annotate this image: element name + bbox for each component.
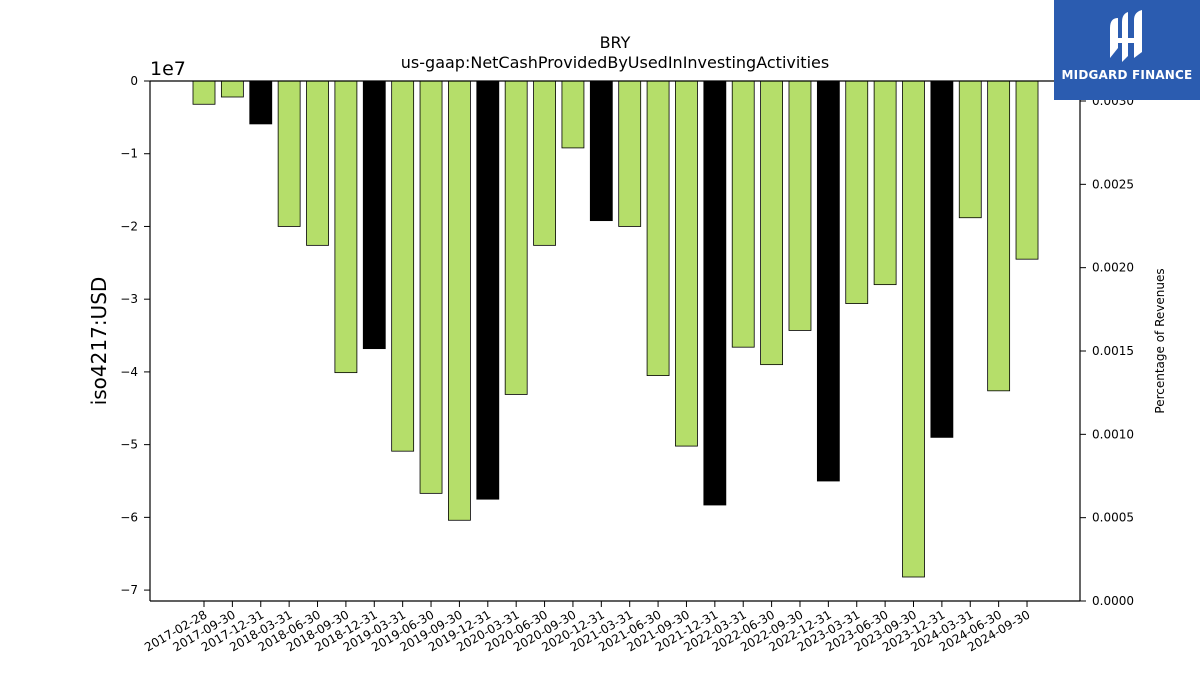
y2-tick-label: 0.0010	[1092, 427, 1134, 441]
chart-title: BRY	[600, 33, 631, 52]
bar-2023-06-30	[873, 80, 897, 286]
bar-2022-09-30	[788, 80, 812, 331]
bar-2023-12-31	[930, 80, 954, 438]
bar-2020-09-30	[561, 80, 585, 149]
y-axis-label: iso4217:USD	[87, 277, 111, 406]
bar-2022-03-31	[731, 80, 755, 348]
bar-2024-09-30	[1015, 80, 1039, 260]
y2-ticks-group: 0.00000.00050.00100.00150.00200.00250.00…	[1080, 94, 1134, 608]
y2-tick-label: 0.0015	[1092, 344, 1134, 358]
midgard-logo-icon	[1110, 10, 1142, 62]
y-ticks-group: 0 −1 −2 −3 −4 −5 −6 −7	[120, 74, 150, 597]
bar-2021-12-31	[703, 80, 727, 506]
bar-2021-06-30	[646, 80, 670, 376]
bar-2021-03-31	[618, 80, 642, 227]
bar-2020-03-31	[504, 80, 528, 395]
chart-subtitle: us-gaap:NetCashProvidedByUsedInInvesting…	[401, 53, 829, 72]
y-tick-label: −5	[120, 438, 138, 452]
bar-2018-12-31	[362, 80, 386, 350]
y-tick-label: −3	[120, 292, 138, 306]
y2-tick-label: 0.0025	[1092, 177, 1134, 191]
midgard-logo: MIDGARD FINANCE	[1054, 0, 1200, 100]
y2-tick-label: 0.0005	[1092, 511, 1134, 525]
bar-2020-12-31	[589, 80, 613, 222]
y-tick-label: 0	[130, 74, 138, 88]
bar-2018-03-31	[277, 80, 301, 227]
bar-2017-02-28	[192, 80, 216, 105]
bar-2019-06-30	[419, 80, 443, 494]
y2-tick-label: 0.0000	[1092, 594, 1134, 608]
bar-2017-12-31	[249, 80, 273, 125]
bar-2019-09-30	[448, 80, 471, 521]
bar-2017-09-30	[220, 80, 244, 98]
y2-tick-label: 0.0020	[1092, 261, 1134, 275]
axes-spines	[149, 80, 1081, 602]
y-offset-label: 1e7	[150, 58, 186, 80]
y2-axis-label: Percentage of Revenues	[1153, 268, 1167, 413]
bar-2023-03-31	[845, 80, 869, 304]
bar-2024-03-31	[958, 80, 982, 219]
y-tick-label: −1	[120, 147, 138, 161]
bar-2024-06-30	[987, 80, 1011, 392]
bars-group	[192, 80, 1039, 578]
bar-2022-12-31	[816, 80, 840, 482]
bar-2018-09-30	[334, 80, 358, 374]
logo-text: MIDGARD FINANCE	[1061, 68, 1193, 82]
y-tick-label: −4	[120, 365, 138, 379]
bar-2021-09-30	[675, 80, 698, 447]
y-tick-label: −6	[120, 510, 138, 524]
y-tick-label: −2	[120, 219, 138, 233]
bar-2023-09-30	[902, 80, 925, 578]
bar-2022-06-30	[760, 80, 783, 366]
bar-2018-06-30	[306, 80, 329, 246]
bar-2020-06-30	[533, 80, 556, 246]
bar-2019-12-31	[476, 80, 500, 500]
bar-2019-03-31	[391, 80, 415, 452]
y-tick-label: −7	[120, 583, 138, 597]
x-ticks-group: 2017-02-282017-09-302017-12-312018-03-31…	[142, 601, 1033, 654]
